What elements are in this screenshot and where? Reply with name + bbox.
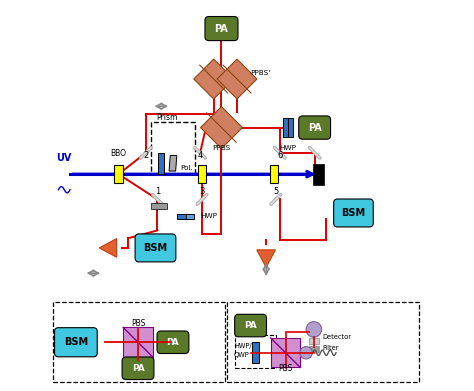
Bar	[309, 346, 319, 352]
Bar	[235, 335, 276, 368]
Text: 1: 1	[155, 187, 160, 196]
Bar	[288, 118, 293, 137]
Bar	[151, 203, 167, 209]
Text: BBO: BBO	[110, 149, 127, 158]
Polygon shape	[271, 338, 301, 368]
Text: PPBS: PPBS	[212, 145, 230, 151]
Bar	[270, 165, 278, 183]
FancyBboxPatch shape	[299, 116, 330, 139]
FancyBboxPatch shape	[55, 328, 97, 357]
Polygon shape	[99, 239, 117, 257]
Text: Pol.: Pol.	[181, 165, 193, 171]
Text: PBS: PBS	[278, 364, 293, 373]
Text: PA: PA	[215, 23, 228, 34]
Bar	[252, 342, 259, 363]
Text: HWP/: HWP/	[234, 343, 252, 349]
Bar	[151, 122, 195, 174]
Text: PA: PA	[166, 338, 179, 347]
Text: HWP: HWP	[200, 213, 217, 219]
Bar	[177, 213, 189, 219]
Text: PA: PA	[308, 122, 321, 133]
Text: PBS: PBS	[131, 319, 145, 328]
Text: 4: 4	[198, 151, 203, 160]
Text: UV: UV	[56, 152, 72, 163]
Polygon shape	[123, 328, 153, 357]
Text: Prism: Prism	[156, 113, 178, 122]
Bar	[309, 337, 319, 344]
Text: Filter: Filter	[322, 344, 339, 351]
Text: 3: 3	[200, 187, 205, 196]
Text: 2: 2	[143, 151, 148, 160]
Circle shape	[306, 322, 322, 337]
Polygon shape	[201, 107, 242, 149]
Polygon shape	[194, 59, 234, 99]
FancyBboxPatch shape	[157, 331, 189, 353]
Polygon shape	[217, 59, 257, 99]
Text: 5: 5	[273, 187, 278, 196]
FancyBboxPatch shape	[334, 199, 373, 227]
Bar	[186, 213, 193, 219]
Circle shape	[300, 346, 312, 359]
Text: BSM: BSM	[341, 208, 365, 218]
Bar	[53, 302, 225, 382]
Bar	[313, 164, 324, 185]
Bar	[283, 118, 288, 137]
Text: BSM: BSM	[64, 337, 88, 347]
Text: PA: PA	[244, 321, 257, 330]
Bar	[198, 165, 206, 183]
Polygon shape	[257, 250, 275, 267]
Text: QWP: QWP	[234, 352, 250, 358]
Text: Detector: Detector	[322, 334, 351, 340]
Text: PPBS': PPBS'	[251, 70, 271, 76]
Text: HWP: HWP	[279, 145, 296, 151]
FancyBboxPatch shape	[122, 357, 154, 380]
Text: BSM: BSM	[144, 243, 167, 253]
Polygon shape	[169, 156, 177, 171]
Text: PA: PA	[132, 364, 145, 373]
Text: 6: 6	[277, 151, 283, 160]
Bar	[114, 165, 123, 183]
Bar	[158, 152, 164, 174]
FancyBboxPatch shape	[135, 234, 176, 262]
FancyBboxPatch shape	[235, 314, 266, 337]
FancyBboxPatch shape	[205, 16, 238, 41]
Bar	[228, 302, 419, 382]
